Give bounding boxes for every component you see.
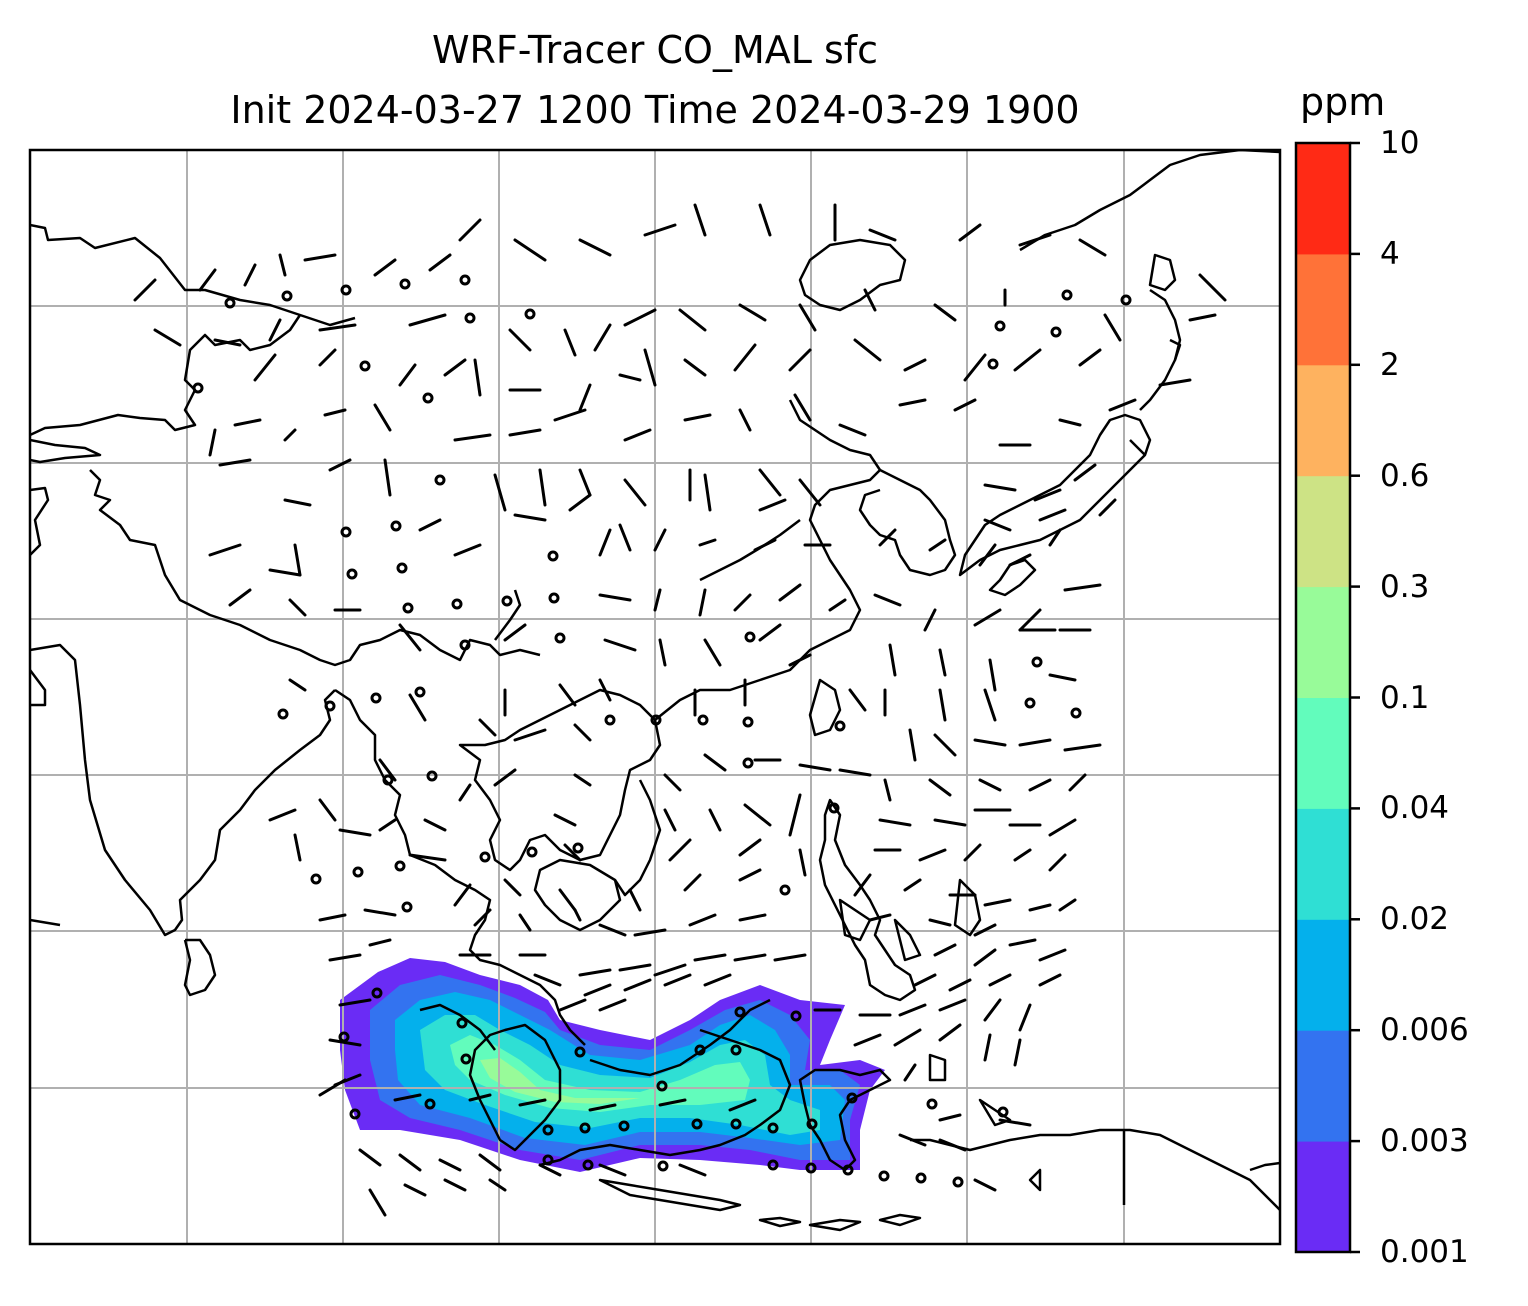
calm-markers: [192, 274, 1132, 1188]
coastlines: [30, 150, 1280, 1232]
title-line-2: Init 2024-03-27 1200 Time 2024-03-29 190…: [230, 88, 1080, 132]
colorbar-tick-label: 4: [1380, 235, 1400, 272]
colorbar-segment: [1296, 1030, 1350, 1142]
colorbar-segment: [1296, 475, 1350, 588]
colorbar-segment: [1296, 253, 1350, 366]
colorbar-unit-label: ppm: [1300, 80, 1386, 124]
map-frame: [28, 148, 1282, 1246]
colorbar-segment: [1296, 586, 1350, 698]
colorbar-tick-label: 10: [1380, 125, 1420, 161]
colorbar-tick-label: 2: [1380, 346, 1400, 383]
colorbar-segment: [1296, 1141, 1350, 1253]
colorbar-tick-label: 0.02: [1380, 901, 1450, 938]
colorbar-segment: [1296, 808, 1350, 920]
colorbar-tick-label: 0.003: [1380, 1123, 1469, 1160]
title-line-1: WRF-Tracer CO_MAL sfc: [431, 28, 879, 72]
colorbar-segment: [1296, 364, 1350, 477]
colorbar-segment: [1296, 143, 1350, 255]
colorbar-tick-label: 0.3: [1380, 568, 1430, 605]
colorbar: [1294, 141, 1360, 1254]
colorbar-tick-label: 0.6: [1380, 457, 1430, 494]
colorbar-segment: [1296, 697, 1350, 809]
map-gridlines: [30, 150, 1280, 1244]
colorbar-tick-label: 0.001: [1380, 1234, 1469, 1270]
colorbar-segment: [1296, 919, 1350, 1031]
colorbar-tick-label: 0.04: [1380, 790, 1450, 827]
tracer-band-0.1: [480, 1058, 640, 1104]
colorbar-tick-label: 0.1: [1380, 679, 1430, 716]
wind-barbs: [133, 203, 1227, 1217]
colorbar-tick-label: 0.006: [1380, 1012, 1469, 1049]
